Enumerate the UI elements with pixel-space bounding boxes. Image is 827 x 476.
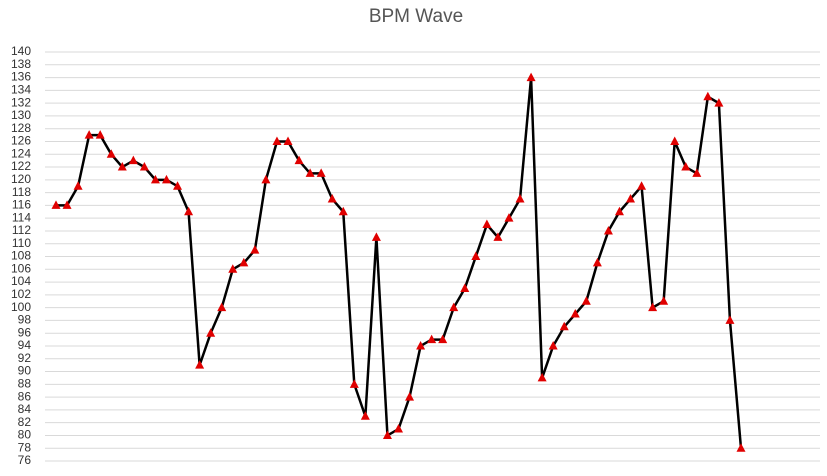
marker: [195, 360, 205, 369]
y-tick-label: 96: [18, 325, 32, 339]
marker: [626, 193, 636, 203]
marker: [493, 232, 503, 241]
marker: [736, 443, 746, 452]
marker: [614, 206, 624, 216]
y-tick-label: 90: [18, 364, 32, 378]
y-tick-label: 108: [11, 249, 31, 263]
marker: [515, 193, 525, 203]
y-tick-label: 92: [18, 351, 32, 365]
marker: [239, 257, 249, 267]
marker: [173, 181, 183, 190]
marker: [482, 219, 492, 229]
marker: [581, 296, 591, 305]
y-tick-label: 106: [11, 261, 31, 275]
chart-title: BPM Wave: [369, 6, 463, 27]
marker: [184, 206, 194, 216]
marker: [537, 372, 547, 382]
marker: [51, 200, 61, 209]
marker: [84, 130, 94, 139]
marker: [504, 213, 514, 222]
marker: [570, 309, 580, 318]
series-line: [56, 77, 743, 449]
marker: [106, 149, 116, 158]
marker: [62, 200, 72, 209]
y-tick-label: 104: [11, 274, 31, 288]
marker: [228, 264, 238, 273]
marker: [128, 155, 138, 165]
y-tick-label: 138: [11, 57, 31, 71]
y-tick-label: 80: [18, 428, 32, 442]
marker: [217, 302, 227, 312]
marker: [294, 155, 304, 165]
marker: [449, 302, 459, 312]
marker: [548, 340, 558, 350]
marker: [117, 162, 127, 171]
y-tick-label: 88: [18, 376, 32, 390]
marker: [427, 334, 437, 344]
y-tick-label: 98: [18, 313, 32, 327]
y-tick-label: 130: [11, 108, 31, 122]
y-tick-label: 84: [18, 402, 32, 416]
marker: [438, 334, 448, 344]
marker: [360, 411, 370, 420]
y-tick-label: 124: [11, 146, 31, 160]
marker: [349, 379, 359, 388]
marker: [394, 424, 403, 433]
marker: [206, 328, 216, 337]
y-tick-label: 118: [12, 185, 31, 199]
marker: [382, 430, 392, 439]
y-tick-label: 120: [11, 172, 31, 186]
marker: [471, 251, 481, 260]
y-tick-label: 110: [12, 236, 31, 250]
marker: [272, 136, 282, 145]
y-tick-label: 134: [11, 83, 31, 97]
marker: [526, 72, 536, 82]
y-tick-label: 140: [11, 44, 31, 58]
marker: [725, 315, 735, 324]
marker: [692, 168, 702, 177]
marker: [670, 136, 680, 145]
y-tick-label: 78: [18, 440, 32, 454]
marker: [316, 168, 326, 177]
y-tick-label: 82: [18, 415, 32, 429]
marker: [559, 321, 569, 331]
marker: [405, 392, 415, 401]
marker: [283, 136, 293, 145]
marker: [703, 91, 713, 101]
y-tick-label: 114: [12, 210, 31, 224]
marker: [416, 340, 426, 350]
marker: [73, 181, 83, 190]
marker: [592, 257, 602, 267]
marker: [371, 232, 381, 241]
marker: [150, 174, 160, 184]
marker: [460, 283, 470, 292]
marker: [95, 130, 105, 139]
y-tick-label: 132: [11, 95, 31, 109]
marker: [681, 162, 691, 171]
marker: [637, 181, 647, 190]
marker: [338, 206, 348, 216]
y-tick-label: 76: [18, 453, 32, 467]
y-tick-label: 112: [12, 223, 31, 237]
marker: [250, 245, 260, 254]
y-tick-label: 122: [11, 159, 31, 173]
marker: [603, 225, 613, 235]
y-tick-label: 116: [12, 198, 31, 212]
y-tick-label: 86: [18, 389, 32, 403]
marker: [714, 98, 724, 107]
marker: [648, 302, 658, 312]
y-tick-label: 102: [11, 287, 31, 301]
marker: [659, 296, 669, 305]
marker: [327, 193, 337, 203]
marker: [261, 174, 271, 184]
y-tick-label: 128: [11, 121, 31, 135]
y-tick-label: 136: [11, 70, 31, 84]
y-tick-label: 126: [11, 134, 31, 148]
marker: [305, 168, 315, 177]
y-tick-label: 100: [11, 300, 31, 314]
marker: [139, 162, 149, 171]
marker: [161, 174, 171, 184]
y-tick-label: 94: [18, 338, 32, 352]
